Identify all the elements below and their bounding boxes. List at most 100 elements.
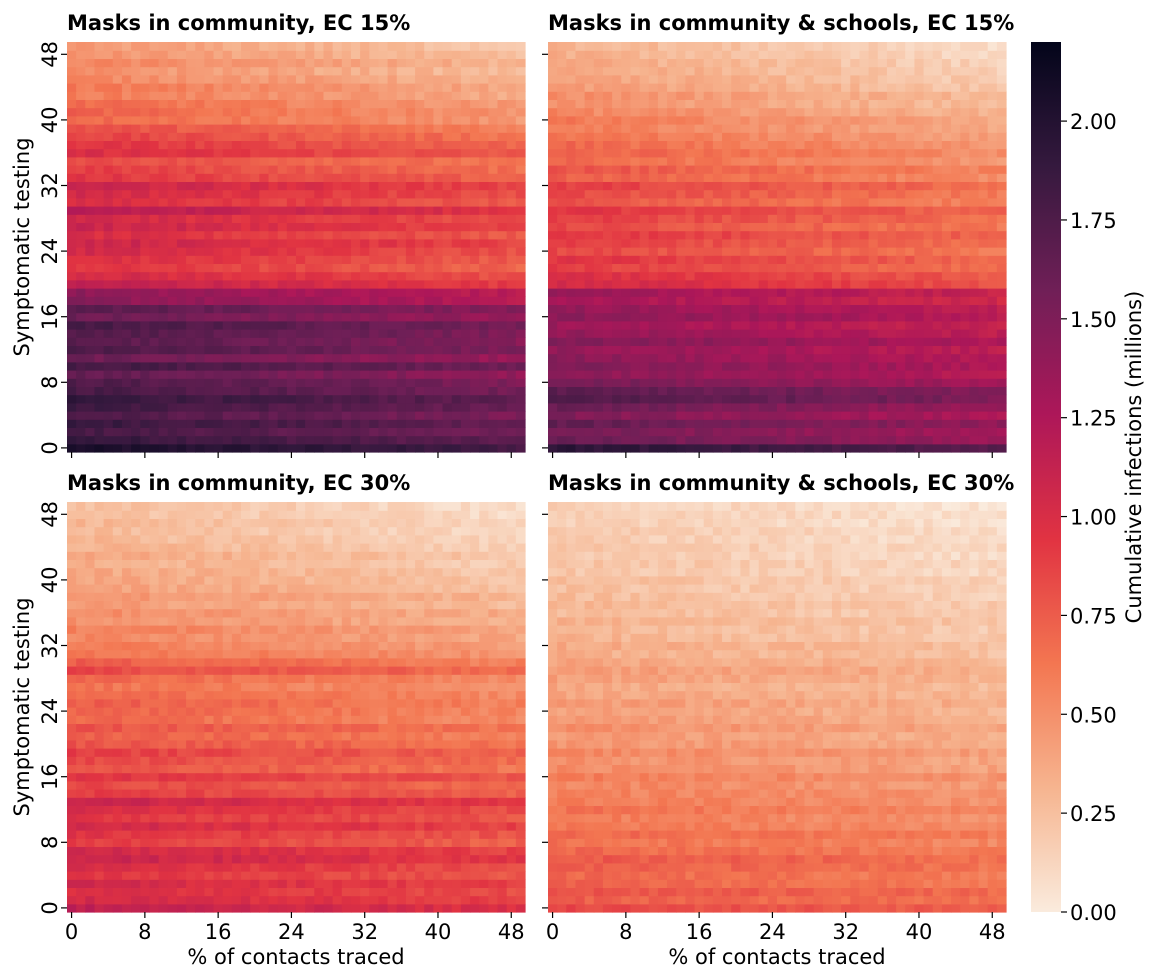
heatmap-cell — [685, 189, 696, 199]
heatmap-cell — [433, 329, 444, 338]
heatmap-cell — [593, 419, 604, 428]
heatmap-cell — [460, 189, 471, 199]
heatmap-cell — [442, 42, 453, 51]
heatmap-cell — [657, 66, 668, 76]
heatmap-cell — [350, 427, 361, 437]
heatmap-cell — [548, 238, 558, 248]
heatmap-cell — [831, 419, 842, 428]
heatmap-cell — [703, 197, 714, 207]
heatmap-cell — [602, 140, 613, 150]
heatmap-cell — [703, 288, 714, 297]
heatmap-cell — [341, 402, 352, 412]
y-tick-label: 16 — [38, 303, 62, 330]
heatmap-cell — [722, 279, 732, 289]
heatmap-cell — [332, 304, 343, 314]
heatmap-cell — [612, 83, 622, 92]
heatmap-cell — [451, 132, 462, 141]
heatmap-cell — [85, 165, 96, 174]
heatmap-cell — [868, 58, 879, 68]
heatmap-cell — [332, 312, 343, 322]
heatmap-cell — [676, 394, 686, 404]
heatmap-cell — [612, 181, 622, 191]
heatmap-cell — [103, 173, 114, 182]
heatmap-cell — [877, 312, 888, 322]
heatmap-cell — [360, 435, 370, 445]
heatmap-cell — [76, 271, 86, 281]
heatmap-cell — [859, 140, 870, 150]
heatmap-cell — [777, 132, 787, 141]
heatmap-cell — [886, 83, 897, 92]
heatmap-cell — [767, 148, 778, 158]
heatmap-cell — [804, 156, 815, 166]
heatmap-cell — [121, 83, 132, 92]
heatmap-cell — [305, 91, 315, 100]
heatmap-cell — [905, 443, 915, 453]
heatmap-cell — [415, 263, 425, 273]
heatmap-cell — [923, 337, 934, 346]
heatmap-cell — [479, 345, 489, 355]
heatmap-cell — [424, 165, 434, 174]
heatmap-cell — [231, 66, 242, 76]
heatmap-cell — [350, 115, 361, 125]
heatmap-cell — [277, 329, 288, 338]
heatmap-cell — [859, 296, 870, 305]
heatmap-cell — [831, 238, 842, 248]
heatmap-cell — [140, 189, 151, 199]
heatmap-cell — [859, 288, 870, 297]
heatmap-cell — [575, 148, 586, 158]
heatmap-cell — [804, 74, 815, 84]
heatmap-cell — [758, 370, 769, 379]
heatmap-cell — [204, 115, 215, 125]
heatmap-cell — [167, 140, 178, 150]
heatmap-cell — [566, 435, 577, 445]
heatmap-cell — [369, 378, 380, 387]
heatmap-cell — [332, 435, 343, 445]
heatmap-cell — [749, 320, 760, 330]
heatmap-cell — [250, 214, 260, 223]
heatmap-cell — [424, 197, 434, 207]
heatmap-cell — [767, 247, 778, 256]
heatmap-cell — [722, 296, 732, 305]
heatmap-cell — [213, 107, 224, 117]
heatmap-cell — [841, 402, 851, 412]
heatmap-cell — [121, 156, 132, 166]
heatmap-cell — [712, 386, 723, 396]
heatmap-cell — [433, 402, 444, 412]
heatmap-cell — [94, 181, 105, 191]
heatmap-cell — [176, 107, 187, 117]
heatmap-cell — [758, 378, 769, 387]
heatmap-cell — [387, 58, 398, 68]
heatmap-cell — [149, 271, 160, 281]
heatmap-cell — [941, 345, 952, 355]
heatmap-cell — [694, 263, 705, 273]
heatmap-cell — [639, 99, 650, 109]
heatmap-cell — [213, 238, 224, 248]
heatmap-cell — [877, 394, 888, 404]
heatmap-cell — [557, 279, 567, 289]
heatmap-cell — [296, 156, 306, 166]
heatmap-cell — [813, 165, 824, 174]
heatmap-cell — [896, 443, 906, 453]
heatmap-cell — [804, 238, 815, 248]
heatmap-cell — [612, 329, 622, 338]
heatmap-cell — [140, 107, 151, 117]
heatmap-cell — [951, 115, 961, 125]
heatmap-cell — [859, 214, 870, 223]
heatmap-cell — [350, 148, 361, 158]
heatmap-cell — [213, 435, 224, 445]
heatmap-cell — [804, 296, 815, 305]
y-tick-label: 40 — [38, 107, 62, 134]
heatmap-cell — [387, 296, 398, 305]
heatmap-cell — [621, 443, 632, 453]
heatmap-cell — [424, 386, 434, 396]
heatmap-cell — [332, 238, 343, 248]
heatmap-cell — [951, 50, 961, 59]
heatmap-cell — [648, 443, 659, 453]
heatmap-cell — [850, 197, 861, 207]
heatmap-cell — [813, 140, 824, 150]
heatmap-cell — [369, 197, 380, 207]
heatmap-cell — [657, 386, 668, 396]
heatmap-cell — [822, 66, 833, 76]
heatmap-cell — [323, 296, 334, 305]
heatmap-cell — [822, 132, 833, 141]
